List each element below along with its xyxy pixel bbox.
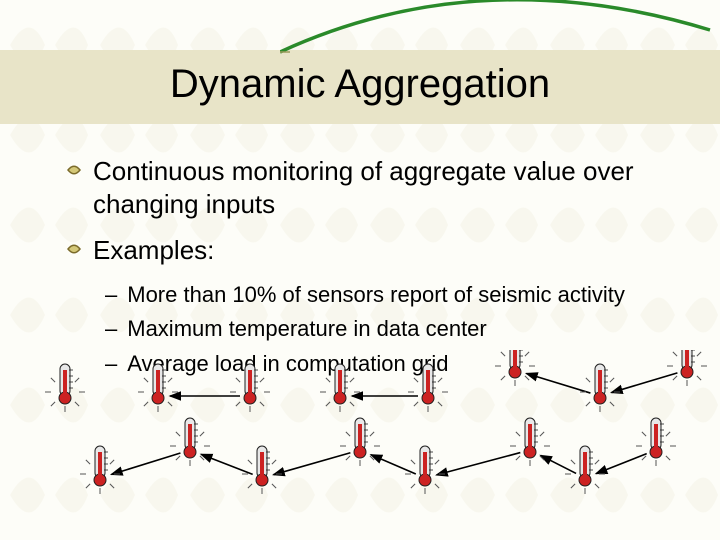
- thermometer-icon: [230, 364, 270, 412]
- slide-title: Dynamic Aggregation: [0, 62, 720, 107]
- thermometer-icon: [340, 418, 380, 466]
- network-edge: [274, 453, 351, 475]
- sub-bullet-text: Maximum temperature in data center: [127, 315, 487, 344]
- leaf-bullet-icon: [65, 161, 83, 179]
- leaf-bullet-icon: [65, 240, 83, 258]
- network-edge: [437, 453, 521, 475]
- dash-bullet: –: [105, 315, 117, 344]
- bullet-item: Examples:: [65, 234, 680, 267]
- thermometer-icon: [667, 350, 707, 386]
- thermometer-icon: [80, 446, 120, 494]
- network-edge: [111, 453, 180, 474]
- sensor-network-diagram: [0, 350, 720, 525]
- network-edge: [201, 454, 252, 474]
- thermometer-icon: [320, 364, 360, 412]
- sub-bullet-text: More than 10% of sensors report of seism…: [127, 281, 625, 310]
- bullet-text: Examples:: [93, 234, 214, 267]
- thermometer-icon: [45, 364, 85, 412]
- sub-bullet-item: – Maximum temperature in data center: [105, 315, 680, 344]
- network-edge: [596, 454, 647, 474]
- thermometer-icon: [242, 446, 282, 494]
- thermometer-icon: [170, 418, 210, 466]
- thermometer-icon: [580, 364, 620, 412]
- thermometer-icon: [636, 418, 676, 466]
- thermometer-icon: [408, 364, 448, 412]
- network-edge: [526, 374, 590, 394]
- thermometer-icon: [495, 350, 535, 386]
- thermometer-icon: [510, 418, 550, 466]
- title-swoosh: [280, 0, 720, 70]
- bullet-text: Continuous monitoring of aggregate value…: [93, 155, 680, 220]
- dash-bullet: –: [105, 281, 117, 310]
- sub-bullet-item: – More than 10% of sensors report of sei…: [105, 281, 680, 310]
- bullet-item: Continuous monitoring of aggregate value…: [65, 155, 680, 220]
- network-edge: [541, 455, 576, 473]
- network-edge: [371, 455, 416, 474]
- network-edge: [611, 373, 677, 393]
- thermometer-icon: [405, 446, 445, 494]
- thermometer-icon: [138, 364, 178, 412]
